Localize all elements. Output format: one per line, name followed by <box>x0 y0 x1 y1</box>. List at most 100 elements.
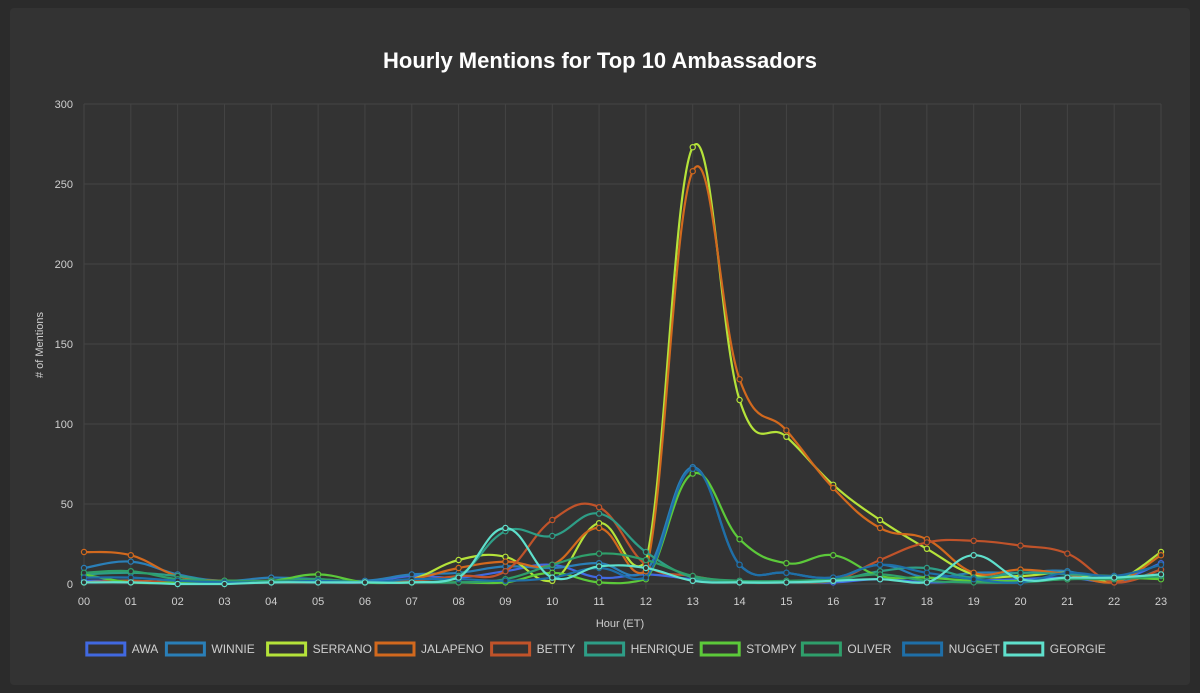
data-point-jalapeno <box>80 548 88 556</box>
legend-swatch <box>699 641 741 657</box>
data-point-nugget <box>502 577 509 585</box>
data-point-oliver <box>642 556 650 564</box>
y-tick-label: 150 <box>55 339 73 351</box>
y-tick-label: 100 <box>55 419 73 431</box>
data-point-jalapeno <box>830 484 837 492</box>
legend-item-awa[interactable]: AWA <box>85 641 158 657</box>
x-tick-label: 15 <box>780 596 792 608</box>
y-tick-label: 300 <box>55 99 73 111</box>
legend-label: AWA <box>132 642 158 656</box>
x-tick-label: 01 <box>125 596 137 608</box>
data-point-betty <box>1064 550 1071 557</box>
data-point-georgie <box>502 524 509 532</box>
data-point-stompy <box>830 552 837 559</box>
x-tick-label: 10 <box>546 596 558 608</box>
data-point-georgie <box>736 579 743 586</box>
data-point-georgie <box>80 579 88 586</box>
series-line-oliver <box>83 552 1162 584</box>
data-point-betty <box>970 537 977 545</box>
legend-swatch <box>902 641 944 657</box>
series-serrano <box>80 143 1165 586</box>
legend-swatch <box>374 641 416 657</box>
x-tick-label: 14 <box>733 596 745 608</box>
data-point-georgie <box>127 579 135 586</box>
data-point-henrique <box>1017 569 1024 577</box>
data-point-georgie <box>1064 574 1071 581</box>
data-point-georgie <box>361 579 369 586</box>
data-point-georgie <box>830 577 837 585</box>
x-tick-label: 12 <box>640 596 652 608</box>
x-axis-ticks: 00 01 02 03 04 05 06 07 08 09 10 11 12 13 14 15 16 17 18 19… <box>78 596 1167 608</box>
y-tick-label: 0 <box>67 579 73 591</box>
data-point-betty <box>1017 542 1024 549</box>
data-point-oliver <box>595 550 603 557</box>
data-point-betty <box>595 504 603 511</box>
y-tick-label: 250 <box>55 179 73 191</box>
data-point-nugget <box>923 569 931 577</box>
x-tick-label: 07 <box>406 596 418 608</box>
legend-item-nugget[interactable]: NUGGET <box>902 641 1001 657</box>
data-point-nugget <box>736 561 743 569</box>
data-point-georgie <box>455 574 462 581</box>
legend-item-georgie[interactable]: GEORGIE <box>1003 641 1106 657</box>
data-point-nugget <box>689 465 696 472</box>
data-point-jalapeno <box>1157 552 1165 559</box>
legend-item-oliver[interactable]: OLIVER <box>800 641 892 657</box>
data-point-stompy <box>783 560 790 567</box>
legend-swatch <box>490 641 532 657</box>
legend-item-betty[interactable]: BETTY <box>490 641 576 657</box>
data-point-winnie <box>127 558 135 565</box>
legend-item-winnie[interactable]: WINNIE <box>164 641 255 657</box>
data-point-georgie <box>876 576 884 583</box>
series-jalapeno <box>80 165 1165 586</box>
data-point-nugget <box>1157 561 1165 569</box>
data-point-nugget <box>783 569 790 577</box>
legend-item-henrique[interactable]: HENRIQUE <box>584 641 694 657</box>
x-tick-label: 06 <box>359 596 371 608</box>
x-tick-label: 20 <box>1014 596 1026 608</box>
data-point-henrique <box>642 548 650 556</box>
x-tick-label: 09 <box>499 596 511 608</box>
legend-label: BETTY <box>537 642 576 656</box>
x-tick-label: 22 <box>1108 596 1120 608</box>
data-point-georgie <box>174 580 181 588</box>
legend-item-jalapeno[interactable]: JALAPENO <box>374 641 484 657</box>
legend-label: SERRANO <box>313 642 372 656</box>
data-point-serrano <box>455 556 462 564</box>
data-point-jalapeno <box>127 552 135 559</box>
data-point-serrano <box>736 396 743 404</box>
x-tick-label: 23 <box>1155 596 1167 608</box>
legend-item-stompy[interactable]: STOMPY <box>699 641 797 657</box>
data-point-betty <box>923 539 931 546</box>
data-point-jalapeno <box>689 167 696 175</box>
grid <box>83 103 1162 589</box>
data-point-georgie <box>268 579 275 586</box>
data-point-betty <box>549 516 556 524</box>
data-point-serrano <box>783 433 790 440</box>
legend-item-serrano[interactable]: SERRANO <box>266 641 372 657</box>
data-point-jalapeno <box>455 564 462 572</box>
x-tick-label: 08 <box>452 596 464 608</box>
data-point-oliver <box>127 568 135 575</box>
data-point-georgie <box>549 574 556 581</box>
x-tick-label: 21 <box>1061 596 1073 608</box>
data-point-jalapeno <box>783 427 790 434</box>
legend-swatch <box>266 641 308 657</box>
x-tick-label: 03 <box>218 596 230 608</box>
x-tick-label: 17 <box>874 596 886 608</box>
x-tick-label: 18 <box>921 596 933 608</box>
y-tick-label: 200 <box>55 259 73 271</box>
data-point-stompy <box>595 579 603 586</box>
x-tick-label: 00 <box>78 596 90 608</box>
x-tick-label: 02 <box>172 596 184 608</box>
data-point-oliver <box>549 561 556 569</box>
data-point-georgie <box>1017 576 1024 583</box>
legend-label: OLIVER <box>847 642 891 656</box>
data-point-georgie <box>1157 571 1165 578</box>
data-point-georgie <box>221 580 228 588</box>
x-tick-label: 13 <box>687 596 699 608</box>
data-point-serrano <box>876 516 884 524</box>
x-tick-label: 04 <box>265 596 277 608</box>
data-point-stompy <box>736 536 743 543</box>
legend: AWA WINNIE SERRANO JALAPENO BETTY HENRIQUE STO… <box>85 641 1106 657</box>
